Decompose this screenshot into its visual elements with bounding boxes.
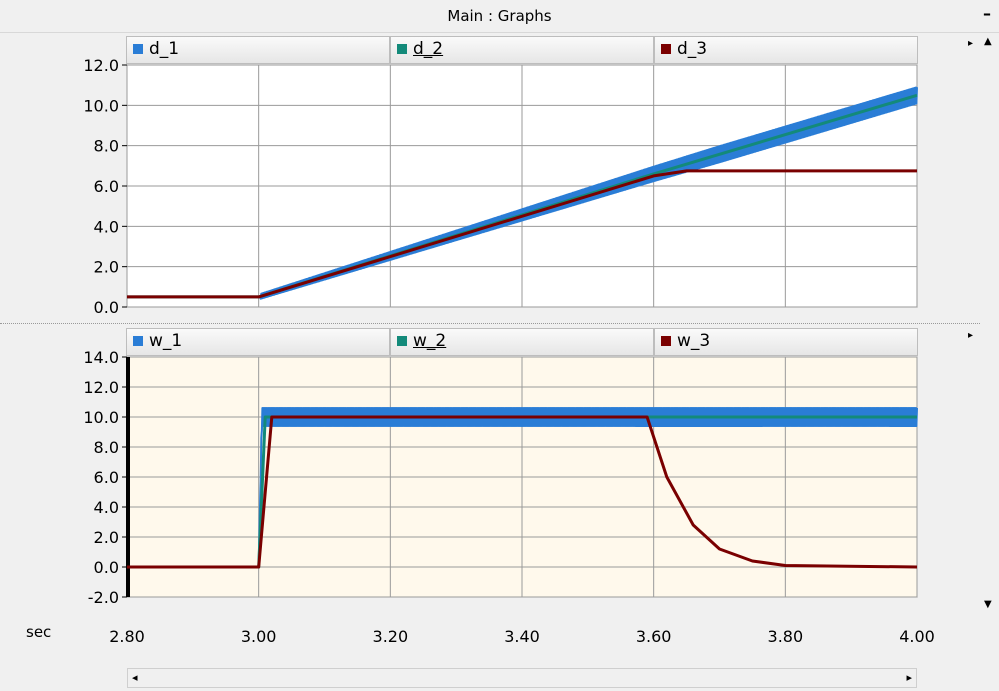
- x-tick-label: 3.80: [768, 627, 804, 646]
- expand-right-icon[interactable]: ▸: [968, 38, 974, 49]
- scroll-up-icon[interactable]: ▲: [984, 36, 992, 47]
- window-titlebar: Main : Graphs –: [0, 0, 999, 33]
- legend-item-w3[interactable]: w_3: [654, 328, 918, 356]
- grid-2: [122, 356, 918, 598]
- expand-right-icon[interactable]: ▸: [968, 330, 974, 341]
- x-tick-labels: 2.80 3.00 3.20 3.40 3.60 3.80 4.00: [109, 627, 935, 646]
- y-tick-label: 10.0: [83, 408, 119, 427]
- scroll-thumb[interactable]: [148, 671, 768, 685]
- minimize-button[interactable]: –: [983, 4, 991, 23]
- y-tick-label: 12.0: [83, 56, 119, 75]
- x-tick-label: 3.00: [241, 627, 277, 646]
- legend-swatch: [661, 44, 671, 54]
- legend-swatch: [661, 336, 671, 346]
- legend-label: d_3: [677, 39, 708, 59]
- y-tick-label: 8.0: [94, 438, 119, 457]
- x-tick-label: 2.80: [109, 627, 145, 646]
- series-line-d_3: [127, 169, 917, 299]
- legend-item-d3[interactable]: d_3: [654, 36, 918, 64]
- y-tick-label: 8.0: [94, 137, 119, 156]
- y-tick-label: -2.0: [88, 588, 119, 607]
- y-tick-labels-1: 0.0 2.0 4.0 6.0 8.0 10.0 12.0: [83, 56, 119, 317]
- y-tick-label: 0.0: [94, 298, 119, 317]
- legend-swatch: [397, 336, 407, 346]
- horizontal-scrollbar[interactable]: ◂ ▸: [127, 668, 917, 688]
- legend-label: w_1: [149, 331, 183, 351]
- legend-item-w2[interactable]: w_2: [390, 328, 654, 356]
- x-tick-label: 3.20: [373, 627, 409, 646]
- legend-swatch: [133, 44, 143, 54]
- y-tick-label: 14.0: [83, 348, 119, 367]
- legend-item-d1[interactable]: d_1: [126, 36, 390, 64]
- scroll-left-icon[interactable]: ◂: [132, 671, 138, 684]
- x-tick-label: 3.40: [504, 627, 540, 646]
- legend-label: d_2: [413, 39, 444, 59]
- window-title: Main : Graphs: [447, 7, 552, 25]
- y-tick-label: 0.0: [94, 558, 119, 577]
- y-tick-label: 4.0: [94, 217, 119, 236]
- x-axis-unit: sec: [26, 623, 52, 641]
- y-tick-label: 6.0: [94, 177, 119, 196]
- series-group-2: [126, 407, 918, 569]
- x-tick-label: 4.00: [899, 627, 935, 646]
- legend-label: w_3: [677, 331, 711, 351]
- y-tick-label: 4.0: [94, 498, 119, 517]
- grid-1: [122, 64, 918, 308]
- y-tick-label: 10.0: [83, 96, 119, 115]
- pane-separator[interactable]: [0, 323, 980, 326]
- y-tick-labels-2: -2.0 0.0 2.0 4.0 6.0 8.0 10.0 12.0 14.0: [83, 348, 119, 607]
- y-tick-label: 6.0: [94, 468, 119, 487]
- y-tick-label: 12.0: [83, 378, 119, 397]
- scroll-down-icon[interactable]: ▼: [984, 599, 992, 610]
- y-tick-label: 2.0: [94, 258, 119, 277]
- series-line-w_3: [127, 415, 918, 569]
- legend-swatch: [397, 44, 407, 54]
- legend-item-w1[interactable]: w_1: [126, 328, 390, 356]
- scroll-right-icon[interactable]: ▸: [906, 671, 912, 684]
- legend-item-d2[interactable]: d_2: [390, 36, 654, 64]
- vertical-scrollbar[interactable]: ▲ ▼: [981, 34, 999, 612]
- x-tick-label: 3.60: [636, 627, 672, 646]
- legend-label: w_2: [413, 331, 447, 351]
- legend-swatch: [133, 336, 143, 346]
- legend-label: d_1: [149, 39, 180, 59]
- y-tick-label: 2.0: [94, 528, 119, 547]
- series-group-1: [126, 86, 918, 300]
